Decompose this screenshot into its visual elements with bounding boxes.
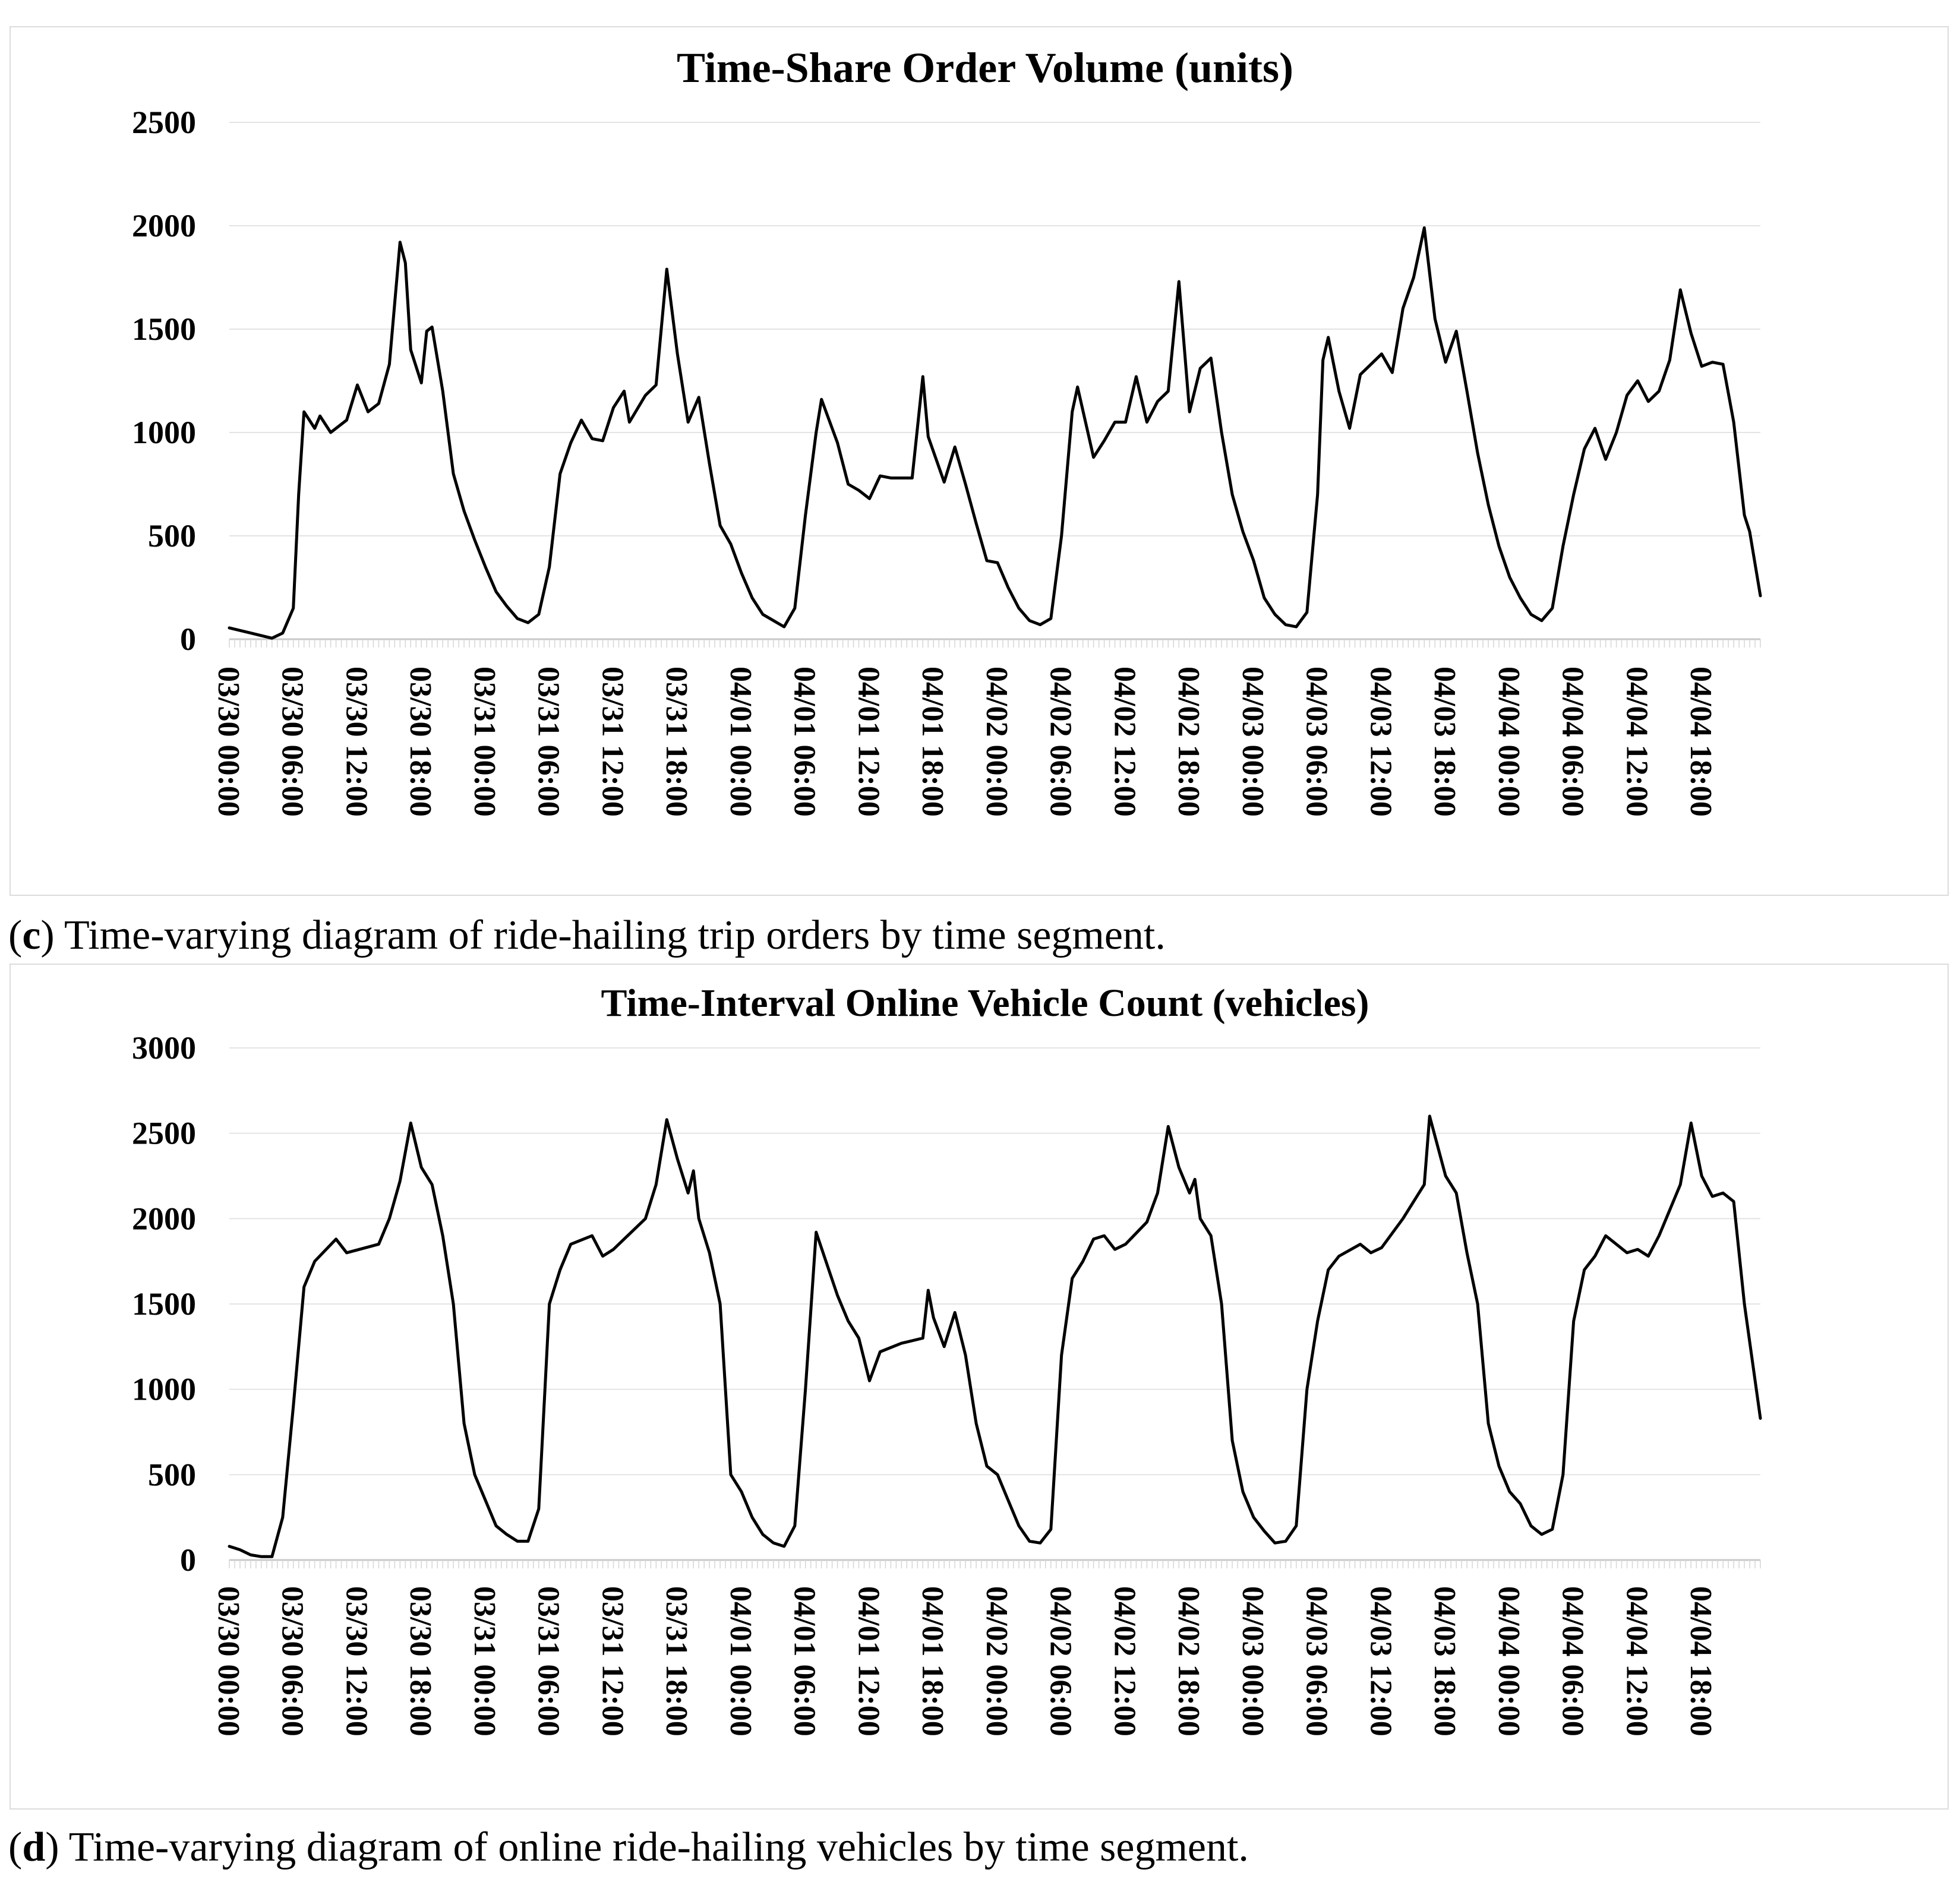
- x-tick-label: 04/04 00:00: [1492, 1586, 1526, 1736]
- y-tick-label: 0: [180, 1542, 196, 1578]
- y-tick-label: 1000: [132, 415, 196, 450]
- x-tick-label: 03/31 18:00: [659, 667, 693, 817]
- x-tick-label: 04/02 00:00: [980, 1586, 1014, 1736]
- caption-text: Time-varying diagram of online ride-hail…: [68, 1824, 1249, 1870]
- x-tick-label: 03/31 06:00: [532, 667, 566, 817]
- caption-vehicles: (d) Time-varying diagram of online ride-…: [8, 1824, 1249, 1870]
- x-tick-label: 04/04 06:00: [1556, 667, 1590, 817]
- y-tick-label: 500: [148, 1457, 196, 1492]
- x-tick-label: 04/03 12:00: [1364, 1586, 1397, 1736]
- y-tick-label: 2000: [132, 208, 196, 244]
- y-tick-label: 3000: [132, 1030, 196, 1066]
- x-tick-label: 03/30 00:00: [212, 667, 245, 817]
- y-tick-label: 1000: [132, 1372, 196, 1407]
- series-line: [228, 1114, 1762, 1558]
- caption-letter: d: [22, 1824, 46, 1870]
- x-tick-label: 03/30 06:00: [276, 1586, 310, 1736]
- y-tick-label: 2500: [132, 1116, 196, 1151]
- x-tick-label: 04/01 06:00: [788, 1586, 822, 1736]
- chart-title: Time-Share Order Volume (units): [677, 44, 1293, 91]
- x-tick-label: 04/03 18:00: [1428, 1586, 1462, 1736]
- x-tick-label: 04/02 18:00: [1172, 1586, 1205, 1736]
- x-tick-label: 03/30 06:00: [276, 667, 310, 817]
- x-tick-label: 03/30 12:00: [339, 667, 373, 817]
- x-tick-label: 04/03 18:00: [1428, 667, 1462, 817]
- series-line: [228, 226, 1762, 640]
- x-tick-label: 04/01 18:00: [916, 1586, 949, 1736]
- x-tick-label: 04/04 18:00: [1684, 667, 1718, 817]
- x-tick-label: 04/01 12:00: [851, 667, 885, 817]
- x-tick-label: 03/31 06:00: [532, 1586, 566, 1736]
- y-tick-label: 2500: [132, 105, 196, 140]
- y-tick-label: 1500: [132, 311, 196, 347]
- x-tick-label: 04/03 06:00: [1300, 1586, 1334, 1736]
- x-tick-label: 04/04 12:00: [1620, 667, 1653, 817]
- caption-text: Time-varying diagram of ride-hailing tri…: [64, 912, 1166, 958]
- x-tick-label: 04/02 12:00: [1107, 667, 1141, 817]
- vehicles-line-chart: Time-Interval Online Vehicle Count (vehi…: [132, 981, 1762, 1736]
- x-tick-label: 04/01 00:00: [724, 667, 758, 817]
- x-tick-label: 03/30 18:00: [403, 1586, 437, 1736]
- x-tick-label: 04/03 00:00: [1236, 667, 1270, 817]
- x-tick-label: 03/31 00:00: [468, 667, 501, 817]
- y-tick-label: 500: [148, 518, 196, 554]
- chart-panel-vehicles: Time-Interval Online Vehicle Count (vehi…: [10, 964, 1949, 1810]
- x-tick-label: 04/02 06:00: [1044, 1586, 1078, 1736]
- x-tick-label: 04/04 18:00: [1684, 1586, 1718, 1736]
- x-tick-label: 04/03 12:00: [1364, 667, 1397, 817]
- x-tick-label: 04/01 12:00: [851, 1586, 885, 1736]
- caption-letter: c: [22, 912, 41, 958]
- x-tick-label: 04/02 00:00: [980, 667, 1014, 817]
- x-tick-label: 04/01 06:00: [788, 667, 822, 817]
- x-tick-label: 03/31 00:00: [468, 1586, 501, 1736]
- x-tick-label: 03/31 12:00: [595, 667, 629, 817]
- x-tick-label: 03/30 12:00: [339, 1586, 373, 1736]
- y-tick-label: 2000: [132, 1201, 196, 1236]
- y-tick-label: 0: [180, 621, 196, 657]
- orders-line-chart: Time-Share Order Volume (units) 0 500 1000 1…: [132, 44, 1762, 817]
- x-tick-label: 04/03 00:00: [1236, 1586, 1270, 1736]
- x-tick-label: 04/02 12:00: [1107, 1586, 1141, 1736]
- x-tick-label: 04/01 18:00: [916, 667, 949, 817]
- caption-orders: (c) Time-varying diagram of ride-hailing…: [8, 912, 1166, 958]
- chart-panel-orders: Time-Share Order Volume (units) 0 500 1000 1…: [10, 26, 1949, 896]
- x-tick-label: 03/30 18:00: [403, 667, 437, 817]
- x-tick-label: 04/02 06:00: [1044, 667, 1078, 817]
- x-tick-label: 04/01 00:00: [724, 1586, 758, 1736]
- x-tick-label: 03/31 18:00: [659, 1586, 693, 1736]
- x-tick-label: 04/04 12:00: [1620, 1586, 1653, 1736]
- x-tick-label: 04/04 00:00: [1492, 667, 1526, 817]
- x-tick-label: 03/30 00:00: [212, 1586, 245, 1736]
- chart-title: Time-Interval Online Vehicle Count (vehi…: [601, 981, 1369, 1025]
- x-tick-label: 04/03 06:00: [1300, 667, 1334, 817]
- x-tick-label: 04/04 06:00: [1556, 1586, 1590, 1736]
- x-tick-label: 04/02 18:00: [1172, 667, 1205, 817]
- x-tick-label: 03/31 12:00: [595, 1586, 629, 1736]
- y-tick-label: 1500: [132, 1286, 196, 1322]
